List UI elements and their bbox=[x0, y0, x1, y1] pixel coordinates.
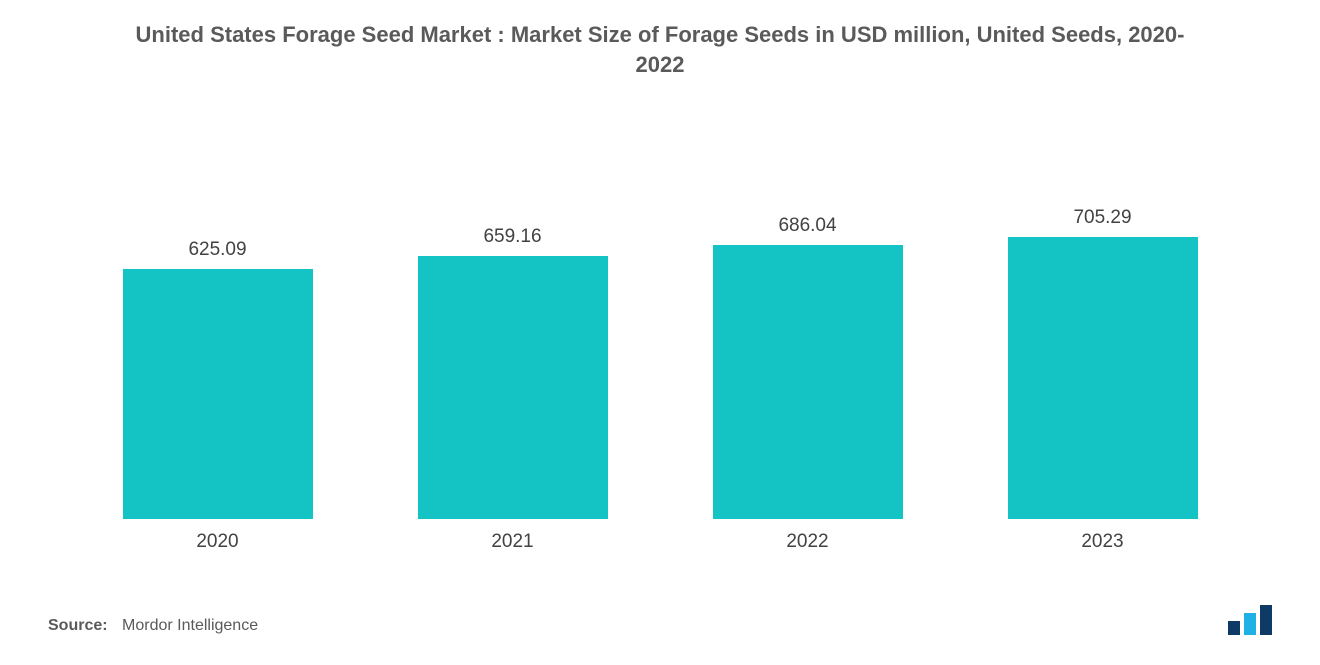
bar bbox=[418, 256, 608, 520]
chart-footer: Source: Mordor Intelligence bbox=[48, 605, 1272, 635]
brand-logo-icon bbox=[1228, 605, 1272, 635]
bar bbox=[713, 245, 903, 519]
bar-value-label: 686.04 bbox=[778, 215, 836, 237]
bar-value-label: 659.16 bbox=[483, 226, 541, 248]
x-axis-label: 2023 bbox=[955, 531, 1250, 553]
source-label: Source: bbox=[48, 617, 108, 634]
x-axis-label: 2022 bbox=[660, 531, 955, 553]
bar-group: 705.29 bbox=[955, 207, 1250, 519]
chart-title: United States Forage Seed Market : Marke… bbox=[130, 20, 1190, 79]
bar-group: 659.16 bbox=[365, 226, 660, 520]
x-axis-label: 2021 bbox=[365, 531, 660, 553]
bar-group: 625.09 bbox=[70, 239, 365, 519]
bar bbox=[123, 269, 313, 519]
source-value: Mordor Intelligence bbox=[122, 617, 258, 634]
bar-value-label: 625.09 bbox=[188, 239, 246, 261]
x-axis-label: 2020 bbox=[70, 531, 365, 553]
logo-bar bbox=[1260, 605, 1272, 635]
logo-bar bbox=[1244, 613, 1256, 635]
chart-container: United States Forage Seed Market : Marke… bbox=[0, 0, 1320, 665]
plot-area: 625.09 659.16 686.04 705.29 bbox=[40, 139, 1280, 519]
bar-value-label: 705.29 bbox=[1073, 207, 1131, 229]
source-line: Source: Mordor Intelligence bbox=[48, 617, 258, 635]
x-axis-labels: 2020 2021 2022 2023 bbox=[40, 519, 1280, 553]
bar-group: 686.04 bbox=[660, 215, 955, 519]
logo-bar bbox=[1228, 621, 1240, 635]
bar bbox=[1008, 237, 1198, 519]
